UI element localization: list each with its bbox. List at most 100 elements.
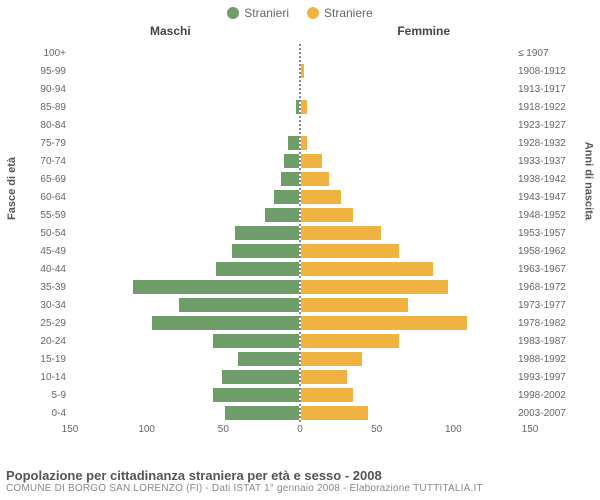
pyramid-row: 60-64 1943-1947 [0,188,600,206]
legend-item-female: Straniere [307,6,373,20]
age-label: 70-74 [28,156,66,167]
pyramid-row: 0-4 2003-2007 [0,404,600,422]
pyramid-row: 20-24 1983-1987 [0,332,600,350]
bar-male [179,298,299,312]
bar-male [284,154,299,168]
pyramid-row: 10-14 1993-1997 [0,368,600,386]
bar-male [225,406,299,420]
birth-year-label: 1948-1952 [518,210,574,221]
age-label: 65-69 [28,174,66,185]
birth-year-label: 1913-1917 [518,84,574,95]
bar-female [301,136,307,150]
pyramid-row: 85-89 1918-1922 [0,98,600,116]
bar-male [288,136,299,150]
age-label: 85-89 [28,102,66,113]
x-tick: 50 [218,424,229,435]
age-label: 40-44 [28,264,66,275]
age-label: 95-99 [28,66,66,77]
birth-year-label: 1973-1977 [518,300,574,311]
pyramid-row: 50-541953-1957 [0,224,600,242]
age-label: 5-9 [28,390,66,401]
age-label: 60-64 [28,192,66,203]
bar-male [133,280,299,294]
bar-female [301,406,368,420]
pyramid-row: 55-591948-1952 [0,206,600,224]
bar-female [301,388,353,402]
legend: Stranieri Straniere [0,0,600,20]
age-label: 15-19 [28,354,66,365]
bar-male [296,100,299,114]
pyramid-row: 30-341973-1977 [0,296,600,314]
pyramid-row: 25-29 1978-1982 [0,314,600,332]
pyramid-row: 95-99 1908-1912 [0,62,600,80]
birth-year-label: 1968-1972 [518,282,574,293]
x-tick: 0 [297,424,303,435]
chart-title: Popolazione per cittadinanza straniera p… [6,468,594,483]
age-label: 10-14 [28,372,66,383]
bar-female [301,334,399,348]
birth-year-label: 1908-1912 [518,66,574,77]
birth-year-label: 1943-1947 [518,192,574,203]
birth-year-label: 1923-1927 [518,120,574,131]
bar-male [281,172,299,186]
bar-male [152,316,299,330]
column-header-male: Maschi [150,24,191,38]
age-label: 20-24 [28,336,66,347]
bar-female [301,172,329,186]
birth-year-label: 1978-1982 [518,318,574,329]
legend-label-female: Straniere [324,6,373,20]
bar-male [238,352,299,366]
bar-female [301,298,408,312]
bar-male [232,244,299,258]
birth-year-label: 1933-1937 [518,156,574,167]
chart-source: COMUNE DI BORGO SAN LORENZO (FI) - Dati … [6,483,594,494]
age-label: 100+ [28,48,66,59]
pyramid-row: 15-191988-1992 [0,350,600,368]
birth-year-label: 1993-1997 [518,372,574,383]
x-tick: 100 [445,424,462,435]
bar-male [274,190,299,204]
pyramid-chart: Maschi Femmine Fasce di età Anni di nasc… [0,20,600,450]
age-label: 75-79 [28,138,66,149]
age-label: 90-94 [28,84,66,95]
bar-male [222,370,299,384]
pyramid-row: 35-391968-1972 [0,278,600,296]
bar-female [301,262,433,276]
bar-female [301,316,467,330]
x-axis: 15010050050100150 [0,424,600,444]
legend-label-male: Stranieri [244,6,289,20]
bar-male [213,334,299,348]
age-label: 80-84 [28,120,66,131]
pyramid-row: 80-84 1923-1927 [0,116,600,134]
birth-year-label: 1928-1932 [518,138,574,149]
x-tick: 150 [522,424,539,435]
bar-female [301,208,353,222]
bar-female [301,154,322,168]
bar-female [301,64,304,78]
birth-year-label: 1983-1987 [518,336,574,347]
pyramid-row: 75-79 1928-1932 [0,134,600,152]
pyramid-row: 100+≤ 1907 [0,44,600,62]
pyramid-row: 70-74 1933-1937 [0,152,600,170]
bar-female [301,280,448,294]
bar-female [301,190,341,204]
swatch-male [227,7,239,19]
bar-male [265,208,299,222]
birth-year-label: 1938-1942 [518,174,574,185]
age-label: 25-29 [28,318,66,329]
bar-male [235,226,299,240]
bar-female [301,100,307,114]
age-label: 50-54 [28,228,66,239]
column-header-female: Femmine [397,24,450,38]
age-label: 0-4 [28,408,66,419]
birth-year-label: 2003-2007 [518,408,574,419]
swatch-female [307,7,319,19]
birth-year-label: 1998-2002 [518,390,574,401]
bar-female [301,226,381,240]
bar-female [301,370,347,384]
x-tick: 50 [371,424,382,435]
birth-year-label: 1918-1922 [518,102,574,113]
age-label: 45-49 [28,246,66,257]
x-tick: 100 [138,424,155,435]
bar-female [301,244,399,258]
